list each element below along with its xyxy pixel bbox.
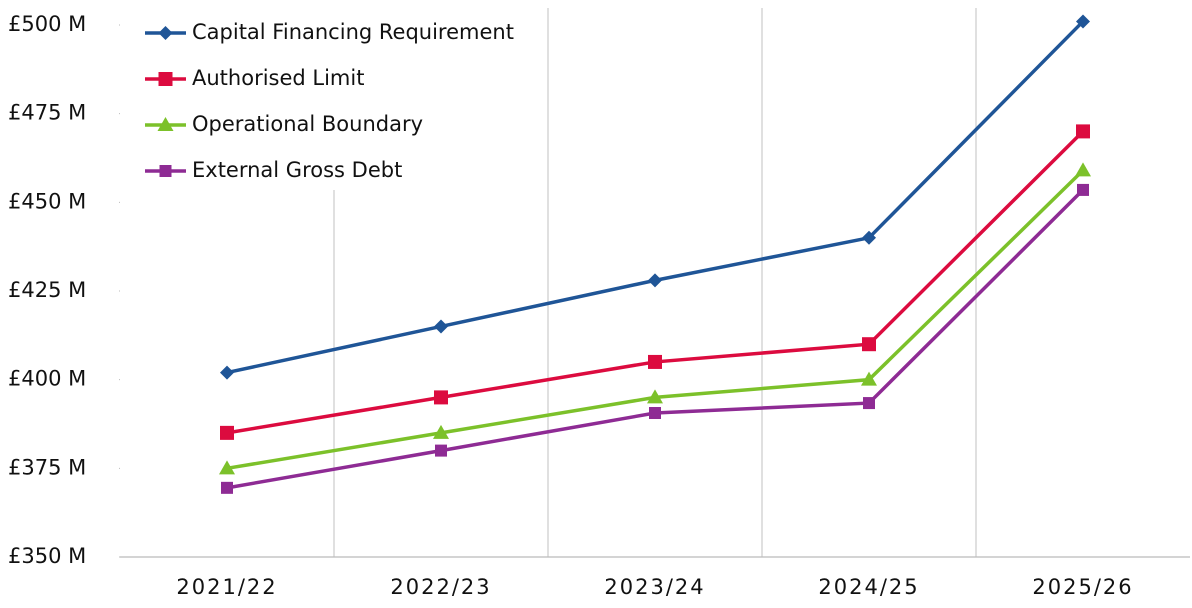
y-tick-label: £475 M: [8, 101, 86, 125]
marker: [861, 371, 877, 386]
y-tick-label: £425 M: [8, 278, 86, 302]
marker: [648, 273, 662, 288]
x-tick-label: 2022/23: [390, 575, 491, 599]
marker: [158, 72, 173, 86]
marker: [220, 365, 234, 380]
y-tick-label: £375 M: [8, 455, 86, 479]
x-tick-label: 2021/22: [176, 575, 277, 599]
y-tick-label: £500 M: [8, 12, 86, 36]
x-tick-label: 2023/24: [604, 575, 705, 599]
y-tick-label: £350 M: [8, 544, 86, 568]
y-tick-label: £450 M: [8, 189, 86, 213]
legend-label: Capital Financing Requirement: [192, 20, 514, 44]
legend-label: Authorised Limit: [192, 66, 364, 90]
marker: [434, 390, 448, 405]
marker: [1076, 14, 1090, 29]
marker: [1075, 162, 1091, 177]
marker: [159, 165, 172, 177]
y-tick-label: £400 M: [8, 367, 86, 391]
marker: [647, 389, 663, 404]
marker: [220, 425, 234, 440]
marker: [1077, 183, 1089, 196]
marker: [1076, 124, 1090, 139]
marker: [219, 460, 235, 475]
x-tick-label: 2025/26: [1032, 575, 1133, 599]
legend-box: [135, 8, 530, 190]
marker: [158, 26, 173, 40]
marker: [434, 319, 448, 334]
marker: [433, 424, 449, 439]
marker: [221, 481, 233, 494]
marker: [157, 117, 174, 131]
marker: [435, 444, 447, 457]
marker: [649, 407, 661, 420]
series-line: [226, 188, 1085, 490]
marker: [863, 397, 875, 410]
x-tick-label: 2024/25: [818, 575, 919, 599]
legend-label: External Gross Debt: [192, 158, 402, 182]
legend-label: Operational Boundary: [192, 112, 423, 136]
marker: [648, 354, 662, 369]
marker: [862, 230, 876, 245]
marker: [862, 337, 876, 352]
